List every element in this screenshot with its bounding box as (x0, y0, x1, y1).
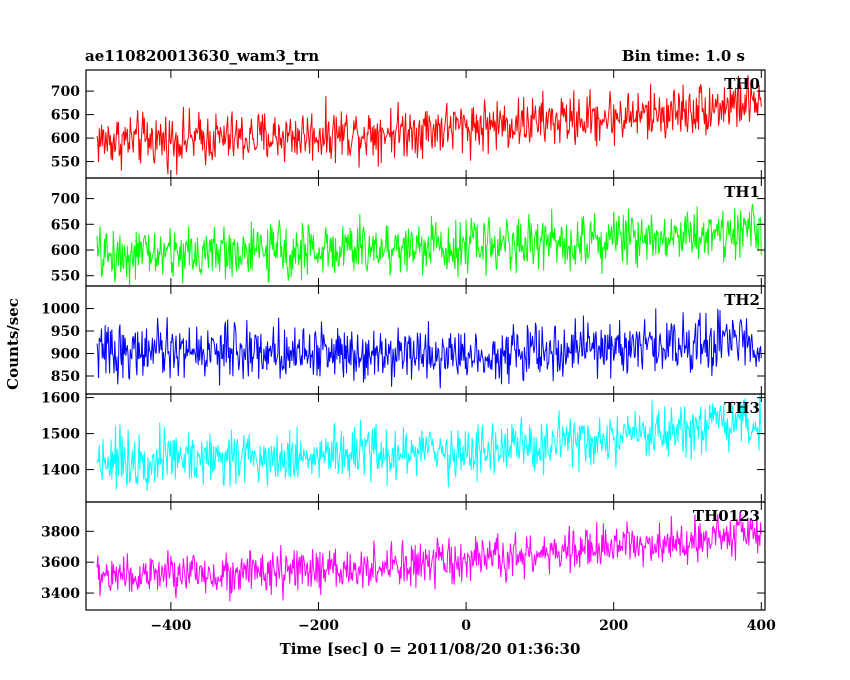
series-th1 (96, 203, 762, 286)
bin-time-label: Bin time: 1.0 s (622, 47, 745, 65)
y-tick-label: 1000 (41, 302, 80, 318)
y-tick-label: 650 (51, 108, 80, 124)
panel-frame (85, 501, 766, 611)
y-tick-label: 1500 (41, 427, 80, 443)
y-tick-label: 950 (51, 324, 80, 340)
series-th0123 (96, 510, 762, 602)
panel-th0: 550 600 650 700 TH0 (51, 69, 766, 179)
x-tick-label: −400 (150, 618, 191, 634)
panel-label: TH2 (724, 291, 760, 309)
y-tick-label: 600 (51, 131, 80, 147)
y-tick-label: 3400 (41, 586, 80, 602)
y-tick-label: 600 (51, 243, 80, 259)
chart-title: ae110820013630_wam3_trn (85, 47, 319, 65)
panel-th3: 1400 1500 1600 TH3 (41, 391, 766, 503)
y-tick-label: 700 (51, 192, 80, 208)
x-tick-label: 0 (461, 618, 471, 634)
y-tick-label: 550 (51, 269, 80, 285)
panels: 550 600 650 700 TH0 550 600 650 700 TH1 850 900 950 1… (41, 69, 766, 611)
x-tick-label: 200 (599, 618, 628, 634)
series-th0 (96, 75, 762, 175)
y-axis-label: Counts/sec (4, 298, 22, 390)
y-tick-label: 3600 (41, 555, 80, 571)
y-tick-label: 550 (51, 155, 80, 171)
x-axis-label: Time [sec] 0 = 2011/08/20 01:36:30 (280, 640, 581, 658)
panel-th1: 550 600 650 700 TH1 (51, 177, 766, 287)
y-tick-label: 3800 (41, 524, 80, 540)
y-tick-label: 1600 (41, 391, 80, 407)
panel-label: TH0 (724, 75, 760, 93)
x-tick-label: −200 (298, 618, 339, 634)
y-tick-label: 900 (51, 347, 80, 363)
y-tick-label: 650 (51, 217, 80, 233)
x-axis: −400 −200 0 200 400 (150, 618, 776, 634)
panel-frame (85, 177, 766, 287)
panel-th2: 850 900 950 1000 TH2 (41, 285, 766, 395)
y-tick-label: 1400 (41, 463, 80, 479)
series-th2 (96, 308, 762, 389)
panel-th0123: 3400 3600 3800 TH0123 (41, 501, 766, 611)
panel-label: TH3 (724, 399, 760, 417)
panel-label: TH0123 (693, 507, 760, 525)
x-tick-label: 400 (747, 618, 776, 634)
panel-label: TH1 (724, 183, 760, 201)
series-th3 (96, 395, 762, 491)
y-tick-label: 700 (51, 84, 80, 100)
y-tick-label: 850 (51, 369, 80, 385)
